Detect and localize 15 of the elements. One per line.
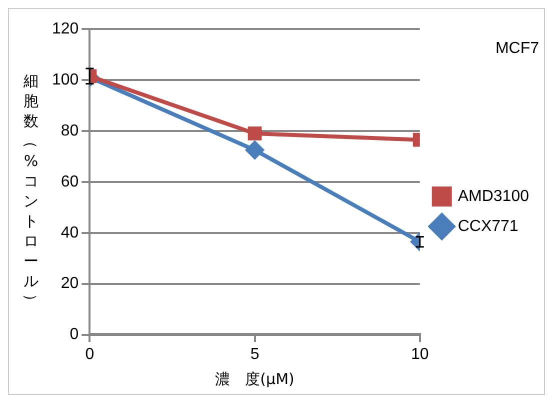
text: MCF7	[495, 40, 540, 58]
y-tick-label: 80	[60, 122, 79, 140]
x-tick-label: 10	[410, 346, 429, 364]
x-tick-label: 5	[250, 346, 260, 364]
y-tick-label: 60	[60, 173, 79, 190]
y-tick-label: 20	[60, 275, 79, 292]
y-tick-label: 100	[52, 71, 79, 88]
y-tick-label: 120	[52, 20, 79, 38]
x-tick-label: 0	[85, 346, 94, 364]
text: 細胞数（%コントロール）	[22, 72, 40, 308]
x-axis-title: 濃 度(μM)	[215, 370, 294, 388]
y-tick-label: 0	[70, 326, 79, 344]
legend-label: CCX771	[458, 218, 518, 235]
legend-label: AMD3100	[458, 188, 530, 205]
y-tick-label: 40	[60, 224, 79, 242]
